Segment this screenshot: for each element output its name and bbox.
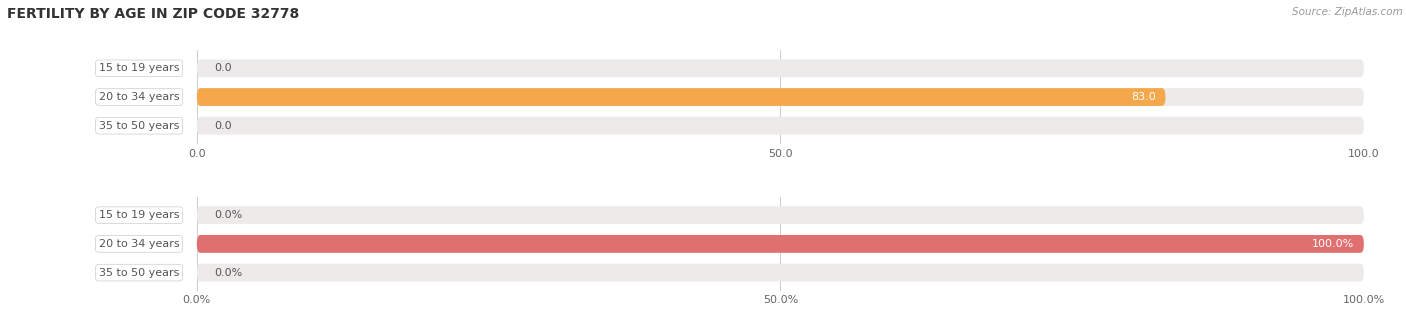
FancyBboxPatch shape (197, 88, 1364, 106)
FancyBboxPatch shape (197, 88, 1166, 106)
Text: 35 to 50 years: 35 to 50 years (98, 121, 180, 131)
FancyBboxPatch shape (197, 235, 1364, 253)
FancyBboxPatch shape (197, 59, 1364, 77)
Text: 15 to 19 years: 15 to 19 years (98, 63, 180, 73)
Text: 35 to 50 years: 35 to 50 years (98, 268, 180, 278)
Text: 0.0%: 0.0% (214, 210, 243, 220)
Text: 83.0: 83.0 (1132, 92, 1156, 102)
Text: 20 to 34 years: 20 to 34 years (98, 92, 180, 102)
Text: 100.0%: 100.0% (1312, 239, 1354, 249)
Text: 15 to 19 years: 15 to 19 years (98, 210, 180, 220)
FancyBboxPatch shape (197, 206, 1364, 224)
Text: Source: ZipAtlas.com: Source: ZipAtlas.com (1292, 7, 1403, 17)
FancyBboxPatch shape (197, 235, 1364, 253)
FancyBboxPatch shape (197, 264, 1364, 282)
Text: 20 to 34 years: 20 to 34 years (98, 239, 180, 249)
Text: FERTILITY BY AGE IN ZIP CODE 32778: FERTILITY BY AGE IN ZIP CODE 32778 (7, 7, 299, 21)
Text: 0.0: 0.0 (214, 121, 232, 131)
Text: 0.0%: 0.0% (214, 268, 243, 278)
Text: 0.0: 0.0 (214, 63, 232, 73)
FancyBboxPatch shape (197, 117, 1364, 135)
